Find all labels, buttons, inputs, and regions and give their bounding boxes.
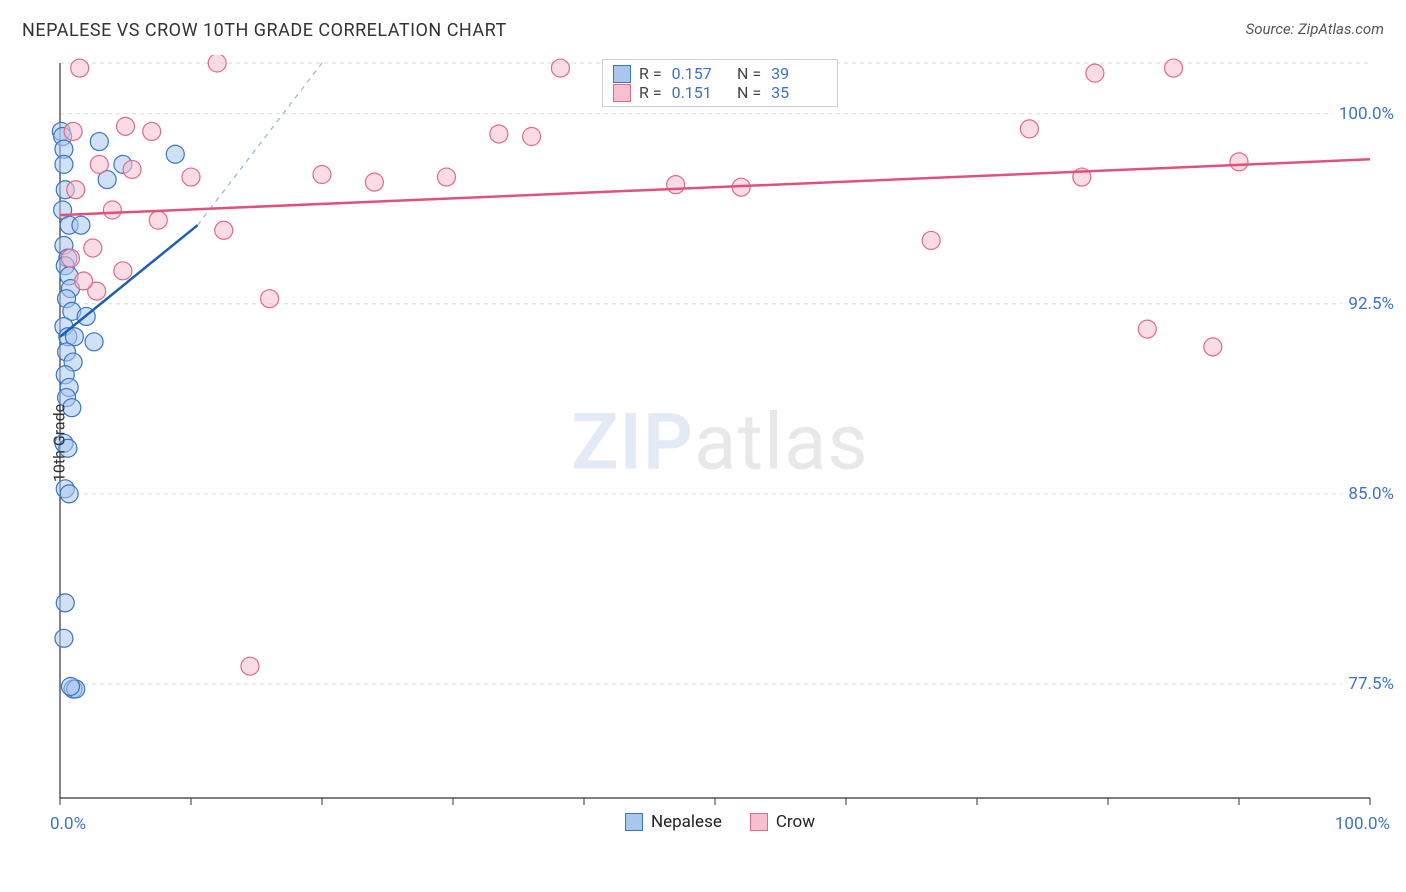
legend-label-crow: Crow <box>776 812 815 832</box>
swatch-nepalese-bottom <box>625 813 643 831</box>
chart-title: NEPALESE VS CROW 10TH GRADE CORRELATION … <box>22 20 507 41</box>
swatch-crow <box>613 84 631 102</box>
scatter-chart <box>50 55 1390 830</box>
legend-row-crow: R = 0.151 N = 35 <box>613 83 827 102</box>
r-crow: R = 0.151 <box>639 83 729 102</box>
series-legend: Nepalese Crow <box>625 812 815 832</box>
x-axis-max: 100.0% <box>1335 814 1390 834</box>
legend-row-nepalese: R = 0.157 N = 39 <box>613 64 827 83</box>
n-crow: N = 35 <box>737 83 827 102</box>
y-tick-label: 85.0% <box>1342 484 1394 504</box>
y-tick-label: 100.0% <box>1333 104 1394 124</box>
plot-area: 10th Grade ZIPatlas R = 0.157 N = 39 R =… <box>50 55 1390 830</box>
y-tick-label: 77.5% <box>1342 674 1394 694</box>
legend-label-nepalese: Nepalese <box>651 812 722 832</box>
r-nepalese: R = 0.157 <box>639 64 729 83</box>
swatch-nepalese <box>613 65 631 83</box>
source-label: Source: ZipAtlas.com <box>1246 20 1384 38</box>
y-axis-label: 10th Grade <box>50 403 69 481</box>
chart-header: NEPALESE VS CROW 10TH GRADE CORRELATION … <box>0 0 1406 51</box>
y-tick-label: 92.5% <box>1342 294 1394 314</box>
correlation-legend: R = 0.157 N = 39 R = 0.151 N = 35 <box>602 59 838 107</box>
n-nepalese: N = 39 <box>737 64 827 83</box>
legend-item-crow: Crow <box>750 812 815 832</box>
swatch-crow-bottom <box>750 813 768 831</box>
legend-item-nepalese: Nepalese <box>625 812 722 832</box>
x-axis-min: 0.0% <box>50 814 86 834</box>
